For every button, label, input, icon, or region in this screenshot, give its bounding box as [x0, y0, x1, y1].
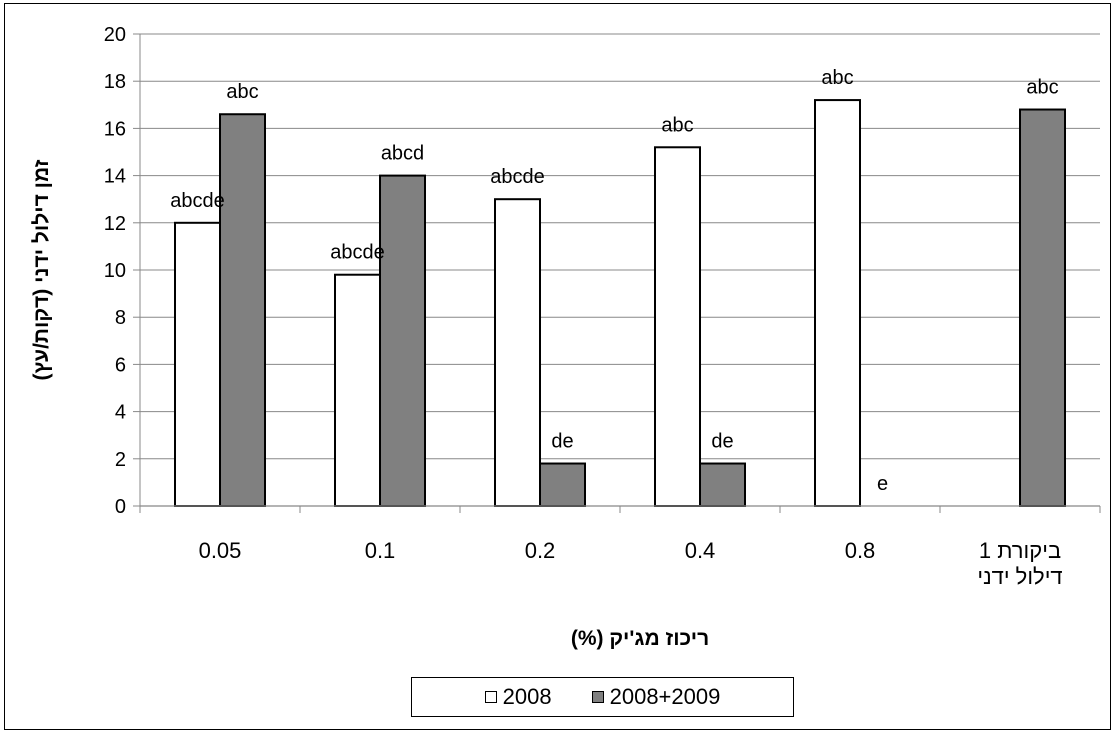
bar-s0-c2 — [494, 198, 541, 507]
x-tick-label-line-3-0: 0.4 — [685, 538, 716, 563]
x-tick-label-3: 0.4 — [685, 538, 716, 563]
y-tick-label-1: 2 — [115, 449, 126, 471]
x-tick-label-2: 0.2 — [525, 538, 556, 563]
bar-s1-c2 — [539, 462, 586, 507]
chart-frame — [4, 3, 1111, 730]
bar-s0-c3 — [654, 146, 701, 507]
y-tick-label-9: 18 — [104, 71, 126, 93]
bar-label-s1-c1: abcd — [381, 143, 424, 165]
legend-item-2008: 2008 — [484, 684, 552, 710]
bar-label-s1-c5: abc — [1026, 77, 1058, 99]
legend: 2008 2008+2009 — [411, 677, 794, 717]
y-tick-label-3: 6 — [115, 354, 126, 376]
y-tick-label-4: 8 — [115, 307, 126, 329]
y-tick-label-2: 4 — [115, 402, 126, 424]
bar-label-s1-c3: de — [711, 431, 733, 453]
x-tick-label-4: 0.8 — [845, 538, 876, 563]
x-tick-label-1: 0.1 — [365, 538, 396, 563]
bar-s0-c0 — [174, 221, 221, 508]
bar-label-s0-c3: abc — [661, 114, 693, 136]
bar-s1-c3 — [699, 462, 746, 507]
y-axis-title: זמן דילול ידני (דקות/עץ) — [30, 159, 53, 380]
y-tick-label-8: 16 — [104, 118, 126, 140]
x-axis-title: ריכוז מג'יק (%) — [571, 627, 709, 650]
bar-s0-c1 — [334, 273, 381, 507]
bar-s0-c4 — [814, 99, 861, 508]
y-tick-label-6: 12 — [104, 213, 126, 235]
y-tick-label-0: 0 — [115, 496, 126, 518]
legend-swatch-2008-2009 — [591, 691, 604, 703]
x-tick-label-0: 0.05 — [199, 538, 242, 563]
bar-label-s1-c0: abc — [226, 81, 258, 103]
y-tick-label-5: 10 — [104, 260, 126, 282]
bar-s1-c0 — [219, 113, 266, 508]
bar-s1-c1 — [379, 174, 426, 507]
x-tick-label-line-5-0: ביקורת 1 — [979, 538, 1061, 563]
legend-item-2008-2009: 2008+2009 — [591, 684, 721, 710]
legend-label-2008: 2008 — [502, 684, 552, 709]
legend-label-2008-2009: 2008+2009 — [609, 684, 721, 709]
bar-label-s1-c2: de — [551, 431, 573, 453]
x-tick-label-line-1-0: 0.1 — [365, 538, 396, 563]
legend-swatch-2008 — [484, 691, 497, 703]
bar-label-s1-c4: e — [877, 473, 888, 495]
x-tick-label-line-2-0: 0.2 — [525, 538, 556, 563]
bar-label-s0-c1: abcde — [330, 242, 385, 264]
x-tick-label-line-5-1: דילול ידני — [977, 564, 1062, 589]
y-tick-label-10: 20 — [104, 24, 126, 46]
x-tick-label-line-0-0: 0.05 — [199, 538, 242, 563]
bar-label-s0-c0: abcde — [170, 190, 225, 212]
bar-s1-c5 — [1019, 108, 1066, 508]
y-tick-label-7: 14 — [104, 166, 126, 188]
x-tick-label-line-4-0: 0.8 — [845, 538, 876, 563]
bar-label-s0-c2: abcde — [490, 166, 545, 188]
bar-label-s0-c4: abc — [821, 67, 853, 89]
x-tick-label-5: ביקורת 1 דילול ידני — [977, 538, 1062, 589]
